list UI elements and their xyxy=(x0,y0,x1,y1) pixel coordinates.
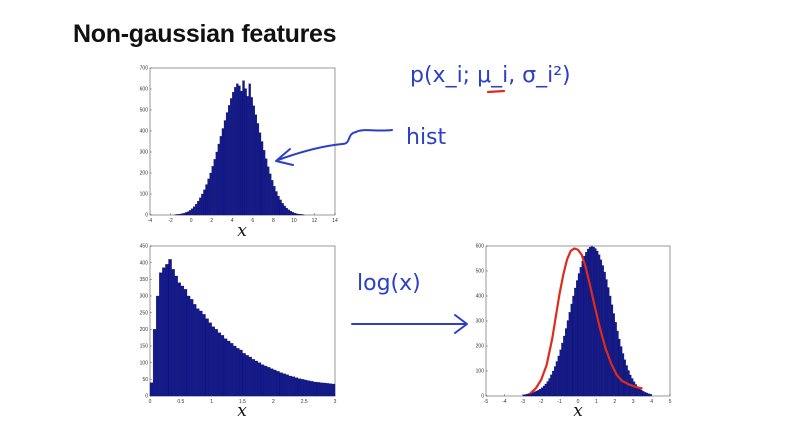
mu-underline xyxy=(486,89,506,94)
x-tick-label: 0 xyxy=(149,399,152,405)
y-tick-label: 100 xyxy=(140,192,149,198)
top-histogram-bars xyxy=(174,80,305,216)
hist-annotation: hist xyxy=(406,125,447,150)
top-histogram-x-axis: -4 -2 0 2 4 6 8 10 12 14 xyxy=(148,213,338,224)
x-tick-label: -2 xyxy=(168,218,173,224)
bottom-left-histogram-x-label: x xyxy=(237,401,247,421)
y-tick-label: 600 xyxy=(476,244,485,250)
y-tick-label: 700 xyxy=(140,66,149,72)
x-tick-label: 0 xyxy=(190,218,193,224)
bottom-right-histogram-x-label: x xyxy=(573,401,583,421)
x-tick-label: 3 xyxy=(334,399,337,405)
x-tick-label: -2 xyxy=(539,399,544,405)
top-histogram-x-label: x xyxy=(237,221,247,241)
y-tick-label: 350 xyxy=(140,277,149,283)
x-tick-label: -4 xyxy=(502,399,507,405)
y-tick-label: 0 xyxy=(481,394,484,400)
x-tick-label: 12 xyxy=(312,218,318,224)
x-tick-label: 4 xyxy=(231,218,234,224)
y-tick-label: 100 xyxy=(140,360,149,366)
x-tick-label: -1 xyxy=(557,399,562,405)
x-tick-label: 2 xyxy=(210,218,213,224)
bottom-right-histogram-bars xyxy=(522,246,652,397)
hist-arrow xyxy=(277,129,393,161)
x-tick-label: 1 xyxy=(210,399,213,405)
y-tick-label: 300 xyxy=(140,150,149,156)
x-tick-label: 1.5 xyxy=(239,399,246,405)
hist-arrowhead xyxy=(275,148,294,166)
x-tick-label: -4 xyxy=(148,218,153,224)
y-tick-label: 400 xyxy=(140,260,149,266)
y-tick-label: 200 xyxy=(140,171,149,177)
x-tick-label: 10 xyxy=(291,218,297,224)
x-tick-label: 2 xyxy=(272,399,275,405)
y-tick-label: 600 xyxy=(140,87,149,93)
y-tick-label: 300 xyxy=(140,294,149,300)
x-tick-label: -5 xyxy=(484,399,489,405)
y-tick-label: 500 xyxy=(140,108,149,114)
bottom-right-histogram-x-axis: -5 -4 -3 -2 -1 0 1 2 3 4 5 xyxy=(484,394,672,405)
x-tick-label: 6 xyxy=(251,218,254,224)
x-tick-label: 14 xyxy=(332,218,338,224)
bottom-left-histogram-bars xyxy=(149,259,336,397)
histogram-bar xyxy=(331,383,336,397)
bottom-left-histogram-y-axis: 0 50 100 150 200 250 300 350 400 450 xyxy=(140,244,152,400)
y-tick-label: 400 xyxy=(476,294,485,300)
x-tick-label: 5 xyxy=(669,399,672,405)
bottom-right-histogram: 0 100 200 300 400 500 600 -5 -4 -3 -2 -1 0 1 2 3 4 5 x xyxy=(476,244,672,421)
y-tick-label: 150 xyxy=(140,344,149,350)
formula-annotation: p(x_i; μ_i, σ_i²) xyxy=(410,63,571,88)
y-tick-label: 200 xyxy=(476,344,485,350)
x-tick-label: 2.5 xyxy=(301,399,308,405)
top-histogram-y-axis: 0 100 200 300 400 500 600 700 xyxy=(140,66,152,219)
bottom-left-histogram-x-axis: 0 0.5 1 1.5 2 2.5 3 xyxy=(149,394,337,405)
y-tick-label: 200 xyxy=(140,327,149,333)
x-tick-label: 0 xyxy=(577,399,580,405)
x-tick-label: 1 xyxy=(595,399,598,405)
bottom-right-fit-curve xyxy=(529,247,643,395)
y-tick-label: 0 xyxy=(145,394,148,400)
top-histogram: 0 100 200 300 400 500 600 700 -4 -2 0 2 4 6 8 10 12 14 x xyxy=(140,66,338,241)
x-tick-label: 0.5 xyxy=(177,399,184,405)
log-annotation: log(x) xyxy=(357,271,421,296)
slide-title: Non-gaussian features xyxy=(73,20,337,48)
y-tick-label: 0 xyxy=(145,213,148,219)
y-tick-label: 100 xyxy=(476,369,485,375)
transform-arrowhead xyxy=(454,314,468,334)
y-tick-label: 450 xyxy=(140,244,149,250)
x-tick-label: -3 xyxy=(521,399,526,405)
x-tick-label: 8 xyxy=(272,218,275,224)
bottom-left-histogram: 0 50 100 150 200 250 300 350 400 450 0 0.5 1 1.5 2 2.5… xyxy=(140,244,337,421)
y-tick-label: 500 xyxy=(476,269,485,275)
y-tick-label: 400 xyxy=(140,129,149,135)
x-tick-label: 3 xyxy=(632,399,635,405)
x-tick-label: 2 xyxy=(613,399,616,405)
bottom-right-histogram-y-axis: 0 100 200 300 400 500 600 xyxy=(476,244,488,400)
x-tick-label: 4 xyxy=(650,399,653,405)
y-tick-label: 300 xyxy=(476,319,485,325)
y-tick-label: 50 xyxy=(142,377,148,383)
y-tick-label: 250 xyxy=(140,310,149,316)
